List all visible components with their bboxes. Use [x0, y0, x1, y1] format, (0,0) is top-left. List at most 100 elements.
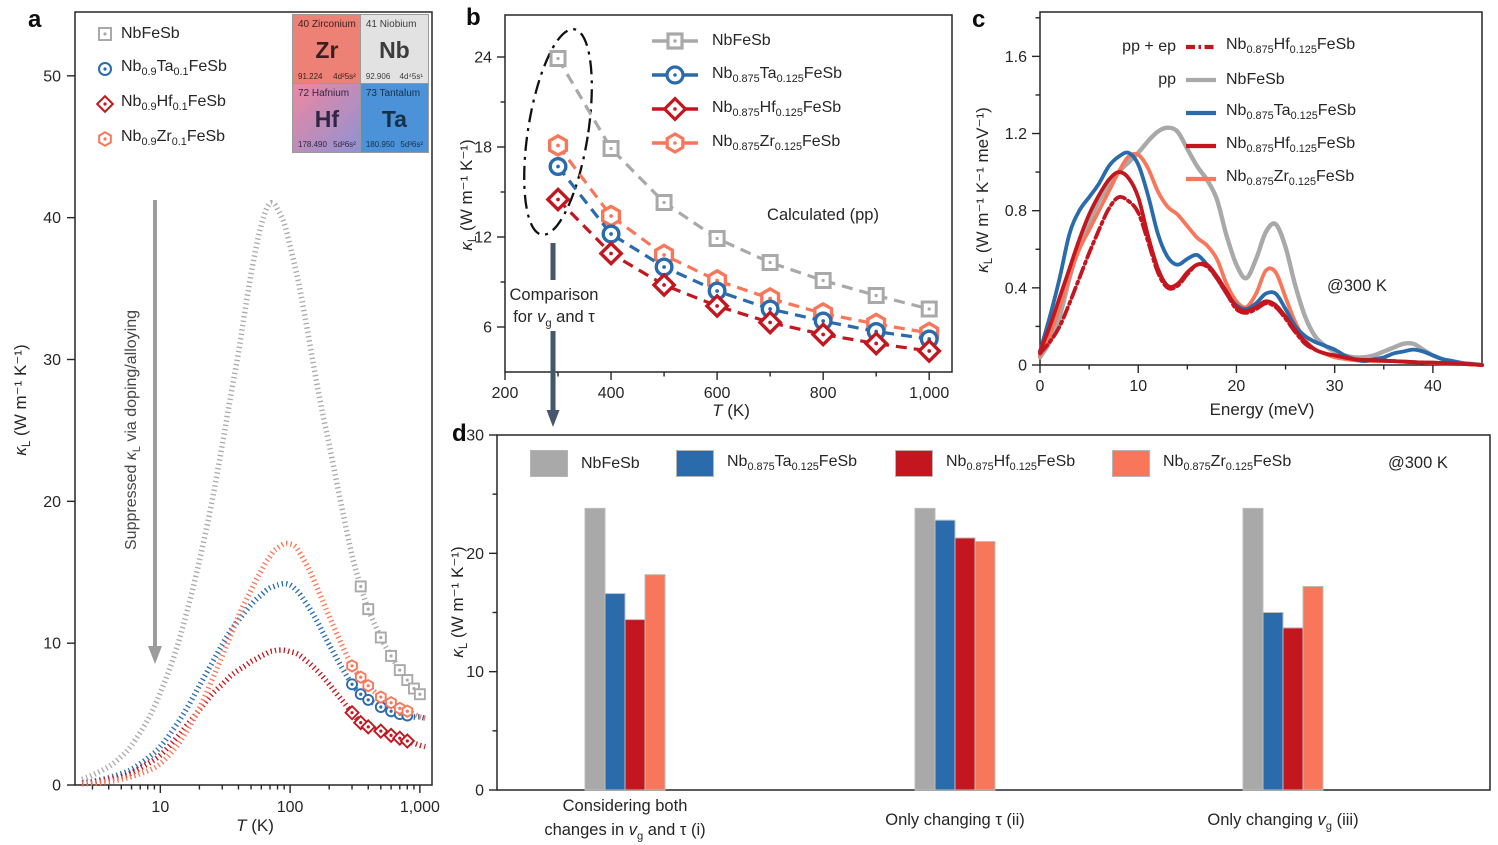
line-sample-icon [1186, 77, 1216, 82]
bar-NbFeSb-group1 [584, 507, 606, 791]
color-swatch-icon [1112, 450, 1150, 477]
color-swatch-icon [676, 450, 714, 477]
legend-b-label: Nb0.875Hf0.125FeSb [712, 98, 842, 120]
color-swatch-icon [895, 450, 933, 477]
element-cell-Zr: 40 Zirconium Zr 91.224 4d²5s² [292, 14, 362, 85]
panel-b-ylabel: κL (W m⁻¹ K⁻¹) [456, 139, 480, 251]
legend-c-prefix: pp + ep [1122, 37, 1176, 55]
hexagon-marker-icon [652, 132, 698, 154]
legend-d-label: Nb0.875Ta0.125FeSb [727, 453, 858, 474]
legend-a-item-1: Nb0.9Ta0.1FeSb [93, 51, 227, 86]
svg-text:0: 0 [475, 783, 484, 800]
legend-c-label: Nb0.875Hf0.125FeSb [1226, 36, 1356, 57]
legend-d-label: NbFeSb [581, 454, 640, 472]
element-number-name: 41 Niobium [365, 19, 417, 30]
panel-b-plot: 200 400 600 800 1,000 6 12 18 24 [474, 14, 953, 427]
line-sample-icon [1186, 176, 1216, 181]
line-sample-icon [1186, 110, 1216, 115]
panel-label-d: d [452, 420, 467, 447]
panel-b-calculated-note: Calculated (pp) [767, 206, 879, 224]
bar-NbHfFeSb-group2 [954, 537, 976, 791]
panel-a-legend: NbFeSb Nb0.9Ta0.1FeSb Nb0.9Hf0.1FeSb Nb0.9Z… [93, 16, 227, 156]
element-mass-config: 91.224 4d²5s² [298, 71, 356, 81]
panel-label-a: a [28, 6, 42, 33]
svg-text:10: 10 [466, 664, 484, 681]
svg-text:1,000: 1,000 [909, 385, 949, 402]
legend-c-label: Nb0.875Zr0.125FeSb [1226, 168, 1355, 189]
element-cell-Ta: 73 Tantalum Ta 180.950 5d³6s² [359, 82, 430, 153]
svg-text:18: 18 [474, 140, 492, 157]
svg-text:1.6: 1.6 [1005, 49, 1027, 66]
circle-marker-icon [98, 61, 112, 76]
element-cell-Nb: 41 Niobium Nb 92.906 4d⁴5s¹ [359, 14, 430, 85]
element-number-name: 40 Zirconium [298, 19, 356, 30]
element-mass-config: 178.490 5d²6s² [298, 140, 356, 149]
element-number-name: 73 Tantalum [365, 87, 421, 99]
legend-c-item-4: Nb0.875Zr0.125FeSb [1112, 162, 1356, 195]
svg-text:0: 0 [52, 778, 61, 795]
legend-d-item-1: Nb0.875Ta0.125FeSb [676, 450, 857, 477]
legend-a-label: Nb0.9Zr0.1FeSb [121, 128, 226, 149]
svg-text:50: 50 [43, 68, 61, 85]
legend-b-item-1: Nb0.875Ta0.125FeSb [650, 58, 842, 92]
panel-d-temperature-note: @300 K [1388, 454, 1448, 472]
svg-text:10: 10 [43, 636, 61, 653]
element-mass-config: 180.950 5d³6s² [365, 140, 423, 149]
svg-text:200: 200 [492, 385, 519, 402]
panel-c-xlabel: Energy (meV) [1209, 400, 1315, 419]
svg-text:20: 20 [43, 494, 61, 511]
svg-text:1,000: 1,000 [400, 799, 440, 816]
panel-c-ylabel: κL (W m⁻¹ K⁻¹ meV⁻¹) [972, 107, 996, 273]
bar-NbZrFeSb-group3 [1302, 585, 1324, 791]
panel-b-legend: NbFeSb Nb0.875Ta0.125FeSb Nb0.875Hf0.125Fe… [650, 24, 842, 160]
legend-b-label: Nb0.875Ta0.125FeSb [712, 64, 843, 86]
bar-NbFeSb-group3 [1242, 507, 1264, 791]
legend-b-item-3: Nb0.875Zr0.125FeSb [650, 126, 842, 160]
panel-b-xlabel: T (K) [712, 401, 750, 420]
line-sample-icon [1186, 143, 1216, 148]
panel-label-c: c [972, 6, 986, 33]
svg-text:600: 600 [704, 385, 731, 402]
legend-c-item-3: Nb0.875Hf0.125FeSb [1112, 129, 1356, 162]
panel-a-xlabel: T (K) [236, 816, 274, 835]
element-symbol: Ta [381, 105, 407, 132]
panel-b-comparison-callout: Comparison for vg and τ [509, 286, 599, 330]
legend-a-item-0: NbFeSb [93, 16, 227, 51]
svg-text:20: 20 [466, 546, 484, 563]
diamond-marker-icon [95, 94, 115, 113]
svg-text:6: 6 [483, 320, 492, 337]
legend-b-item-2: Nb0.875Hf0.125FeSb [650, 92, 842, 126]
svg-text:0: 0 [1036, 378, 1045, 395]
legend-b-label: NbFeSb [712, 32, 771, 49]
legend-d-item-3: Nb0.875Zr0.125FeSb [1112, 450, 1291, 477]
svg-text:100: 100 [277, 799, 304, 816]
element-cell-Hf: 72 Hafnium Hf 178.490 5d²6s² [292, 82, 362, 153]
bar-NbZrFeSb-group2 [974, 541, 996, 791]
legend-d-item-2: Nb0.875Hf0.125FeSb [895, 450, 1075, 477]
panel-c-temperature-note: @300 K [1327, 277, 1387, 295]
legend-c-label: Nb0.875Hf0.125FeSb [1226, 135, 1356, 156]
diamond-marker-icon [652, 96, 698, 122]
legend-c-item-1: pp NbFeSb [1112, 63, 1356, 96]
svg-text:40: 40 [43, 210, 61, 227]
legend-c-item-2: Nb0.875Ta0.125FeSb [1112, 96, 1356, 129]
bar-NbZrFeSb-group1 [644, 574, 666, 791]
element-symbol: Zr [315, 37, 339, 64]
line-sample-icon [1186, 44, 1216, 49]
bar-NbTaFeSb-group3 [1262, 612, 1284, 791]
panel-d-plot: 0 10 20 30 [466, 428, 1491, 800]
bar-NbFeSb-group2 [914, 507, 936, 791]
element-symbol: Nb [379, 37, 410, 64]
panel-a-plot: 10 100 1,000 0 10 20 30 40 50 [43, 11, 440, 816]
element-mass-config: 92.906 4d⁴5s¹ [365, 71, 423, 81]
legend-d-label: Nb0.875Hf0.125FeSb [946, 453, 1076, 474]
bar-NbHfFeSb-group1 [624, 619, 646, 791]
element-symbol: Hf [314, 105, 340, 132]
svg-text:40: 40 [1424, 378, 1442, 395]
color-swatch-icon [530, 450, 568, 477]
svg-text:30: 30 [1326, 378, 1344, 395]
group-label-2: Only changing τ (ii) [885, 811, 1025, 829]
bar-NbTaFeSb-group2 [934, 519, 956, 791]
square-marker-icon [98, 26, 112, 41]
